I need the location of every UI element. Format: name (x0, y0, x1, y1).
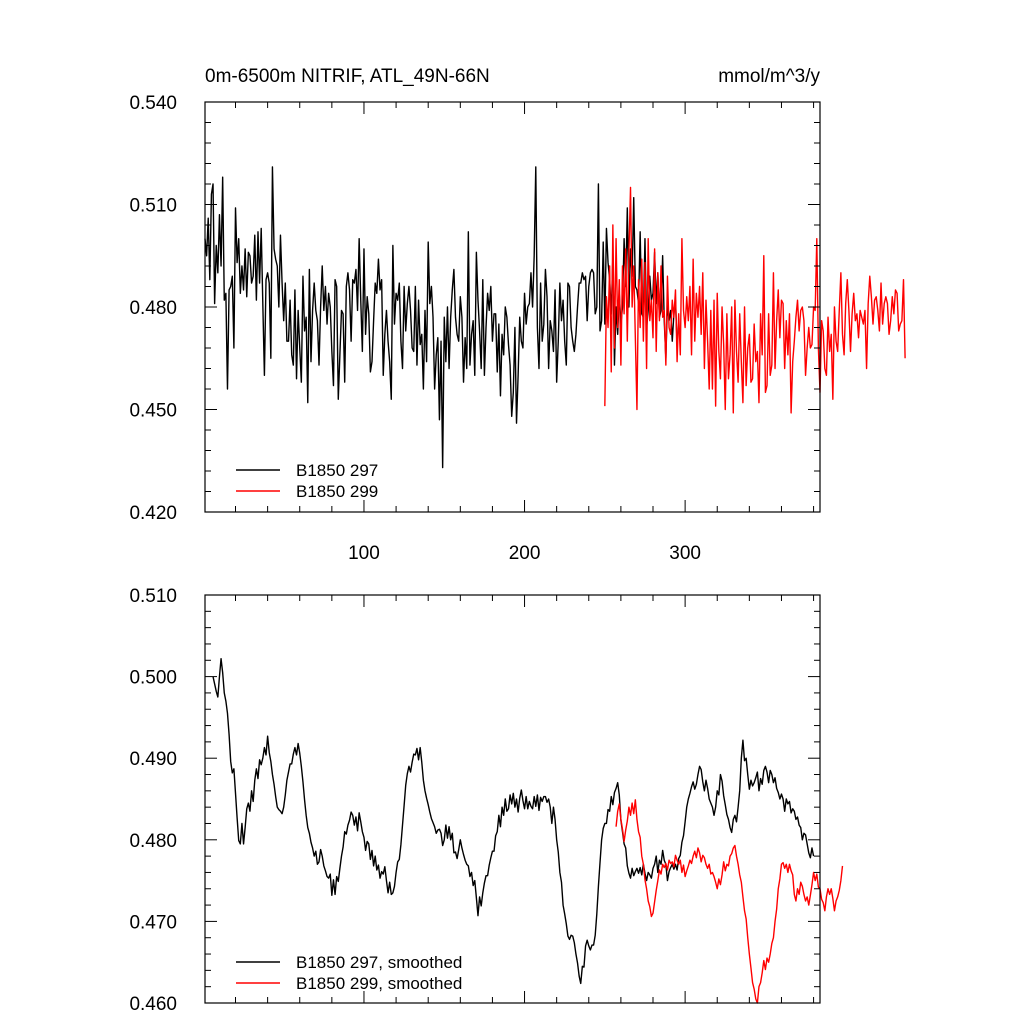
y-tick-label: 0.460 (129, 994, 177, 1015)
legend-label: B1850 299 (296, 482, 378, 501)
series-line-1 (212, 657, 815, 985)
y-tick-label: 0.510 (129, 586, 177, 607)
series-line-1 (204, 166, 678, 469)
y-tick-label: 0.420 (129, 503, 177, 524)
legend-label: B1850 297 (296, 461, 378, 480)
plot-frame (204, 594, 821, 1004)
chart-units: mmol/m^3/y (718, 66, 820, 87)
bottom-panel: 0.460 0.470 0.480 0.490 0.500 0.510 B1850 297… (129, 586, 844, 1015)
y-tick-label: 0.470 (129, 912, 177, 933)
x-tick-label: 200 (509, 543, 541, 564)
legend-label: B1850 299, smoothed (296, 974, 462, 993)
y-tick-label: 0.480 (129, 831, 177, 852)
y-tick-label: 0.480 (129, 298, 177, 319)
x-tick-label: 100 (348, 543, 380, 564)
y-tick-label: 0.490 (129, 749, 177, 770)
y-tick-label: 0.540 (129, 93, 177, 114)
series-line-2 (604, 186, 906, 414)
y-tick-label: 0.500 (129, 668, 177, 689)
plot-frame (204, 101, 821, 513)
chart-title: 0m-6500m NITRIF, ATL_49N-66N (205, 66, 490, 87)
y-tick-label: 0.450 (129, 401, 177, 422)
top-panel: 0m-6500m NITRIF, ATL_49N-66N mmol/m^3/y … (129, 66, 906, 564)
y-tick-label: 0.510 (129, 196, 177, 217)
series-line-2 (615, 799, 844, 1004)
legend-label: B1850 297, smoothed (296, 953, 462, 972)
x-tick-label: 300 (669, 543, 701, 564)
